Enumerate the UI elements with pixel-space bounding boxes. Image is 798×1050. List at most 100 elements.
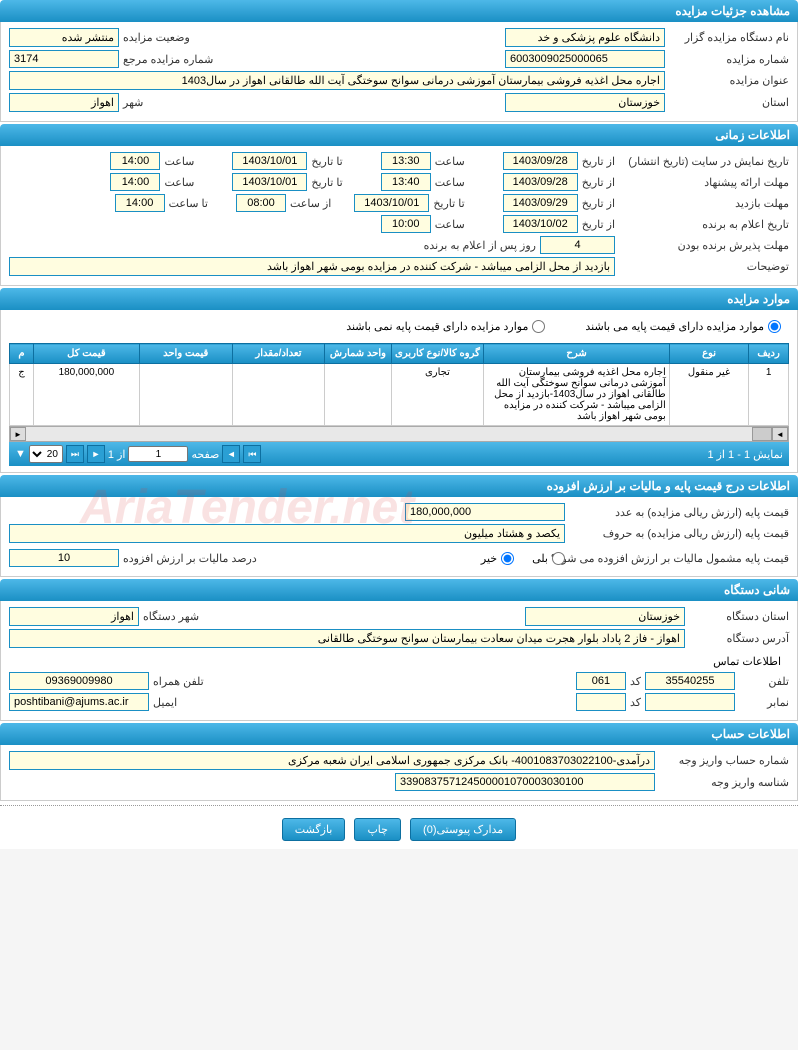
pager-page-label: صفحه	[191, 448, 219, 461]
table-row[interactable]: 1 غیر منقول اجاره محل اغذیه فروشی بیمارس…	[10, 364, 789, 426]
scroll-thumb[interactable]	[752, 427, 772, 441]
proposal-from-date: 1403/09/28	[503, 173, 578, 191]
base-text-field: یکصد و هشتاد میلیون	[9, 524, 565, 543]
cell-row: 1	[749, 364, 789, 426]
scroll-right-icon[interactable]: ►	[10, 427, 26, 441]
ref-no-label: شماره مزایده مرجع	[123, 53, 213, 66]
to-date-label-3: تا تاریخ	[433, 197, 464, 210]
col-type: نوع	[669, 344, 748, 364]
acct-field: درآمدی-4001083703022100- بانک مرکزی جمهو…	[9, 751, 655, 770]
vat-no[interactable]: خیر	[481, 552, 514, 565]
time-label-1: ساعت	[435, 155, 465, 168]
cell-unit-price	[139, 364, 232, 426]
attachments-button[interactable]: مدارک پیوستی(0)	[410, 818, 516, 841]
vat-yes-input[interactable]	[552, 552, 565, 565]
from-date-label-2: از تاریخ	[582, 176, 615, 189]
scroll-left-icon[interactable]: ◄	[772, 427, 788, 441]
base-num-label: قیمت پایه (ارزش ریالی مزایده) به عدد	[569, 506, 789, 519]
winner-time: 10:00	[381, 215, 431, 233]
vat-yes-label: بلی	[532, 552, 548, 565]
code-field: 061	[576, 672, 626, 690]
section-header-time: اطلاعات زمانی	[0, 124, 798, 146]
radio-with-base[interactable]: موارد مزایده دارای قیمت پایه می باشند	[585, 320, 781, 333]
col-unit: واحد شمارش	[325, 344, 391, 364]
cell-desc: اجاره محل اغذیه فروشی بیمارستان آموزشی د…	[484, 364, 669, 426]
fax-code-label: کد	[630, 696, 641, 709]
items-body: موارد مزایده دارای قیمت پایه می باشند مو…	[0, 310, 798, 473]
cell-group: تجاری	[391, 364, 484, 426]
time-label-4: ساعت	[164, 176, 194, 189]
org-province-label: استان دستگاه	[689, 610, 789, 623]
time-label-3: ساعت	[435, 176, 465, 189]
radio-with-base-input[interactable]	[768, 320, 781, 333]
winner-label: تاریخ اعلام به برنده	[619, 218, 789, 231]
col-total: قیمت کل	[33, 344, 139, 364]
phone-field: 35540255	[645, 672, 735, 690]
email-field: poshtibani@ajums.ac.ir	[9, 693, 149, 711]
time-body: تاریخ نمایش در سایت (تاریخ انتشار) از تا…	[0, 146, 798, 286]
col-extra: م	[10, 344, 34, 364]
fax-field	[645, 693, 735, 711]
radio-without-base-input[interactable]	[532, 320, 545, 333]
pager: نمایش 1 - 1 از 1 ⏮ ◄ صفحه از 1 ► ⏭ 20 ▼	[9, 442, 789, 466]
pager-size-select[interactable]: 20	[29, 445, 63, 463]
time-label-2: ساعت	[164, 155, 194, 168]
org-name-field: دانشگاه علوم پزشکی و خد	[505, 28, 665, 47]
back-button[interactable]: بازگشت	[282, 818, 346, 841]
to-time-label: تا ساعت	[169, 197, 208, 210]
status-field: منتشر شده	[9, 28, 119, 47]
details-body: نام دستگاه مزایده گزار دانشگاه علوم پزشک…	[0, 22, 798, 122]
cell-extra: ج	[10, 364, 34, 426]
pager-first-icon[interactable]: ⏮	[243, 445, 261, 463]
display-from-date: 1403/09/28	[503, 152, 578, 170]
notes-field: بازدید از محل الزامی میباشد - شرکت کننده…	[9, 257, 615, 276]
account-body: شماره حساب واریز وجه درآمدی-400108370302…	[0, 745, 798, 801]
vat-yes[interactable]: بلی	[532, 552, 565, 565]
pager-last-icon[interactable]: ⏭	[66, 445, 84, 463]
print-button[interactable]: چاپ	[354, 818, 401, 841]
radio-without-base[interactable]: موارد مزایده دارای قیمت پایه نمی باشند	[346, 320, 545, 333]
col-row: ردیف	[749, 344, 789, 364]
vat-no-input[interactable]	[501, 552, 514, 565]
horizontal-scrollbar[interactable]: ◄ ►	[9, 426, 789, 442]
to-date-label-2: تا تاریخ	[311, 176, 342, 189]
accept-suffix: روز پس از اعلام به برنده	[424, 239, 536, 252]
time-label-5: ساعت	[435, 218, 465, 231]
winner-date: 1403/10/02	[503, 215, 578, 233]
province-label: استان	[669, 96, 789, 109]
col-unit-price: قیمت واحد	[139, 344, 232, 364]
auction-no-field: 6003009025000065	[505, 50, 665, 68]
from-date-label-3: از تاریخ	[582, 197, 615, 210]
radio-without-base-label: موارد مزایده دارای قیمت پایه نمی باشند	[346, 320, 528, 333]
cell-qty	[232, 364, 325, 426]
col-desc: شرح	[484, 344, 669, 364]
button-row: مدارک پیوستی(0) چاپ بازگشت	[0, 810, 798, 849]
mobile-label: تلفن همراه	[153, 675, 204, 688]
section-header-org: شانی دستگاه	[0, 579, 798, 601]
status-label: وضعیت مزایده	[123, 31, 190, 44]
cell-total: 180,000,000	[33, 364, 139, 426]
city-field: اهواز	[9, 93, 119, 112]
pager-next-icon[interactable]: ►	[87, 445, 105, 463]
fax-code-field	[576, 693, 626, 711]
col-qty: تعداد/مقدار	[232, 344, 325, 364]
pager-prev-icon[interactable]: ◄	[222, 445, 240, 463]
proposal-to-date: 1403/10/01	[232, 173, 307, 191]
vat-pct-field: 10	[9, 549, 119, 567]
vat-pct-label: درصد مالیات بر ارزش افزوده	[123, 552, 257, 565]
pager-page-input[interactable]	[128, 446, 188, 462]
from-time-label: از ساعت	[290, 197, 331, 210]
visit-from-date: 1403/09/29	[503, 194, 578, 212]
visit-to-time: 14:00	[115, 194, 165, 212]
section-header-account: اطلاعات حساب	[0, 723, 798, 745]
from-date-label-4: از تاریخ	[582, 218, 615, 231]
contact-info-label: اطلاعات تماس	[9, 651, 789, 672]
shenase-field: 339083757124500001070003030100	[395, 773, 655, 791]
mobile-field: 09369009980	[9, 672, 149, 690]
items-table: ردیف نوع شرح گروه کالا/نوع کاربری واحد ش…	[9, 343, 789, 426]
display-from-time: 13:30	[381, 152, 431, 170]
title-field: اجاره محل اغذیه فروشی بیمارستان آموزشی د…	[9, 71, 665, 90]
org-address-label: آدرس دستگاه	[689, 632, 789, 645]
display-label: تاریخ نمایش در سایت (تاریخ انتشار)	[619, 155, 789, 168]
fax-label: نمابر	[739, 696, 789, 709]
